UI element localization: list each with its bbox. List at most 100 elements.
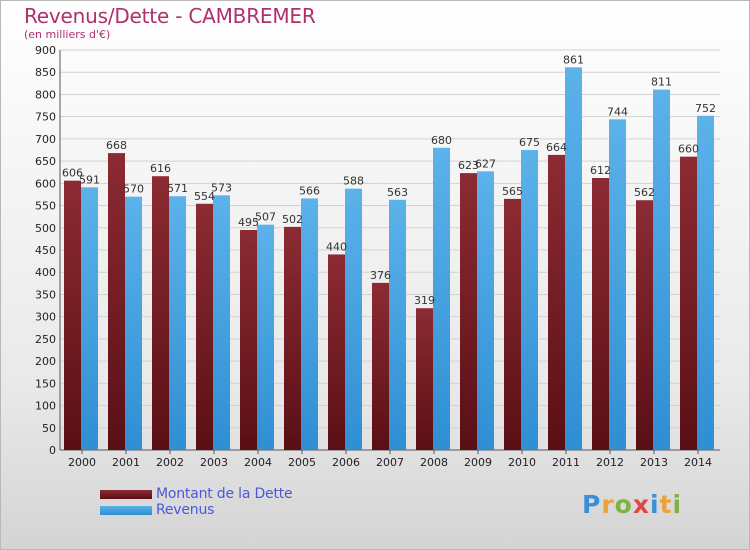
y-tick-label: 600 <box>35 177 56 190</box>
bar-revenus <box>213 195 230 450</box>
bar-revenus <box>257 224 274 450</box>
value-label-dette: 495 <box>238 216 259 229</box>
logo-letter: i <box>650 490 660 519</box>
bar-dette <box>460 173 477 450</box>
value-label-revenus: 563 <box>387 186 408 199</box>
bar-dette <box>152 176 169 450</box>
x-tick-label: 2002 <box>156 456 184 469</box>
value-label-dette: 612 <box>590 164 611 177</box>
bar-dette <box>680 156 697 450</box>
value-label-dette: 668 <box>106 139 127 152</box>
value-label-dette: 664 <box>546 141 567 154</box>
logo-letter: t <box>659 490 673 519</box>
y-tick-label: 250 <box>35 333 56 346</box>
bar-dette <box>636 200 653 450</box>
y-tick-label: 100 <box>35 400 56 413</box>
y-tick-label: 50 <box>42 422 56 435</box>
value-label-dette: 562 <box>634 186 655 199</box>
x-tick-label: 2013 <box>640 456 668 469</box>
bar-dette <box>108 153 125 450</box>
value-label-dette: 660 <box>678 143 699 156</box>
y-tick-label: 800 <box>35 88 56 101</box>
bar-revenus <box>301 198 318 450</box>
value-label-revenus: 566 <box>299 184 320 197</box>
value-label-revenus: 861 <box>563 53 584 66</box>
legend-item-debt: Montant de la Dette <box>100 486 293 502</box>
bar-dette <box>196 203 213 450</box>
value-label-revenus: 573 <box>211 181 232 194</box>
bar-dette <box>592 178 609 450</box>
value-label-dette: 616 <box>150 162 171 175</box>
value-label-dette: 565 <box>502 185 523 198</box>
bar-revenus <box>653 89 670 451</box>
x-tick-label: 2001 <box>112 456 140 469</box>
y-tick-label: 850 <box>35 66 56 79</box>
y-tick-label: 200 <box>35 355 56 368</box>
bar-revenus <box>477 171 494 451</box>
value-label-revenus: 680 <box>431 134 452 147</box>
value-label-revenus: 591 <box>79 173 100 186</box>
value-label-revenus: 752 <box>695 102 716 115</box>
bar-dette <box>504 198 521 450</box>
x-tick-label: 2009 <box>464 456 492 469</box>
value-label-dette: 502 <box>282 213 303 226</box>
legend-swatch-revenus <box>100 505 152 515</box>
y-tick-label: 550 <box>35 200 56 213</box>
value-label-dette: 606 <box>62 167 83 180</box>
bar-revenus <box>433 147 450 450</box>
bar-revenus <box>609 119 626 450</box>
value-label-revenus: 571 <box>167 182 188 195</box>
legend-label-debt: Montant de la Dette <box>156 486 293 502</box>
x-tick-label: 2006 <box>332 456 360 469</box>
logo-letter: x <box>632 490 650 519</box>
bar-revenus <box>169 196 186 450</box>
value-label-revenus: 570 <box>123 183 144 196</box>
value-label-dette: 376 <box>370 269 391 282</box>
value-label-dette: 554 <box>194 190 215 203</box>
value-label-revenus: 811 <box>651 76 672 89</box>
x-tick-label: 2008 <box>420 456 448 469</box>
value-label-revenus: 675 <box>519 136 540 149</box>
x-tick-label: 2011 <box>552 456 580 469</box>
bar-dette <box>416 308 433 450</box>
value-label-dette: 319 <box>414 294 435 307</box>
logo-letter: P <box>582 490 602 519</box>
legend-label-revenus: Revenus <box>156 502 215 518</box>
y-tick-label: 300 <box>35 311 56 324</box>
value-label-revenus: 744 <box>607 105 628 118</box>
logo-letter: r <box>601 490 615 519</box>
bar-revenus <box>389 199 406 450</box>
value-label-revenus: 627 <box>475 157 496 170</box>
logo-letter: o <box>614 490 633 519</box>
bar-dette <box>328 254 345 450</box>
chart-title: Revenus/Dette - CAMBREMER <box>24 4 316 28</box>
logo-letter: i <box>672 490 683 519</box>
bar-dette <box>548 154 565 450</box>
chart-subtitle: (en milliers d'€) <box>24 28 111 41</box>
bar-revenus <box>125 196 142 450</box>
bar-dette <box>372 282 389 450</box>
bar-dette <box>240 230 257 450</box>
x-tick-label: 2014 <box>684 456 712 469</box>
x-tick-label: 2010 <box>508 456 536 469</box>
legend: Montant de la Dette Revenus <box>100 486 293 518</box>
value-label-revenus: 588 <box>343 175 364 188</box>
proxiti-logo: Proxiti <box>582 490 682 519</box>
value-label-dette: 440 <box>326 240 347 253</box>
x-tick-label: 2012 <box>596 456 624 469</box>
x-tick-label: 2005 <box>288 456 316 469</box>
bar-revenus <box>697 115 714 451</box>
y-tick-label: 450 <box>35 244 56 257</box>
y-tick-label: 400 <box>35 266 56 279</box>
bar-dette <box>64 180 81 450</box>
x-tick-label: 2007 <box>376 456 404 469</box>
bar-revenus <box>521 150 538 450</box>
x-tick-label: 2004 <box>244 456 272 469</box>
y-tick-label: 0 <box>49 444 56 457</box>
legend-swatch-debt <box>100 489 152 499</box>
y-tick-label: 500 <box>35 222 56 235</box>
x-tick-label: 2003 <box>200 456 228 469</box>
y-tick-label: 750 <box>35 111 56 124</box>
bar-revenus <box>81 187 98 451</box>
